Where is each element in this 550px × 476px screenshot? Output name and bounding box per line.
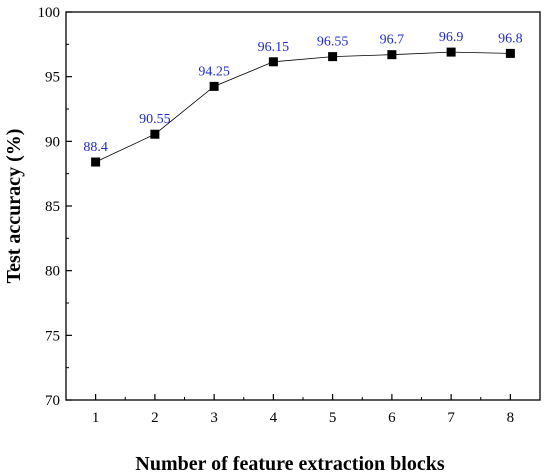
y-axis-title: Test accuracy (%) [3,129,25,284]
y-tick-label: 95 [45,70,60,86]
series-line [95,51,511,163]
plot-frame [65,11,541,401]
y-tick-label: 85 [45,199,60,215]
x-tick-label: 8 [507,410,515,426]
data-point-marker [446,47,456,57]
data-point-label: 96.8 [498,31,523,46]
data-point-label: 96.15 [258,40,290,55]
x-tick-label: 7 [447,410,455,426]
x-ticks: 1 2 3 4 5 6 7 8 [92,394,514,426]
data-point-label: 94.25 [198,64,230,79]
data-point-label: 96.9 [439,30,464,45]
x-tick-label: 1 [92,410,100,426]
data-point-label: 96.55 [317,35,349,50]
y-tick-label: 80 [45,264,60,280]
data-point-label: 96.7 [380,33,405,48]
data-point-marker [209,81,219,91]
x-tick-label: 5 [329,410,337,426]
data-point-marker [150,129,160,139]
y-ticks: 70 75 80 85 90 95 100 [38,5,72,409]
y-tick-label: 70 [45,393,60,409]
data-point-marker [387,50,397,60]
x-tick-label: 4 [270,410,278,426]
y-tick-label: 75 [45,328,60,344]
y-tick-label: 90 [45,134,60,150]
data-labels: 88.4 90.55 94.25 96.15 96.55 96.7 96.9 96.8 [83,30,522,155]
x-tick-label: 2 [151,410,159,426]
data-point-marker [91,157,101,167]
data-point-label: 88.4 [83,140,108,155]
data-point-label: 90.55 [139,112,171,127]
x-axis-title: Number of feature extraction blocks [135,453,444,475]
data-point-marker [268,57,278,67]
x-tick-label: 3 [210,410,218,426]
data-point-marker [505,48,515,58]
x-tick-label: 6 [388,410,396,426]
data-point-marker [328,52,338,62]
series-markers [91,47,515,167]
y-tick-label: 100 [38,5,61,21]
